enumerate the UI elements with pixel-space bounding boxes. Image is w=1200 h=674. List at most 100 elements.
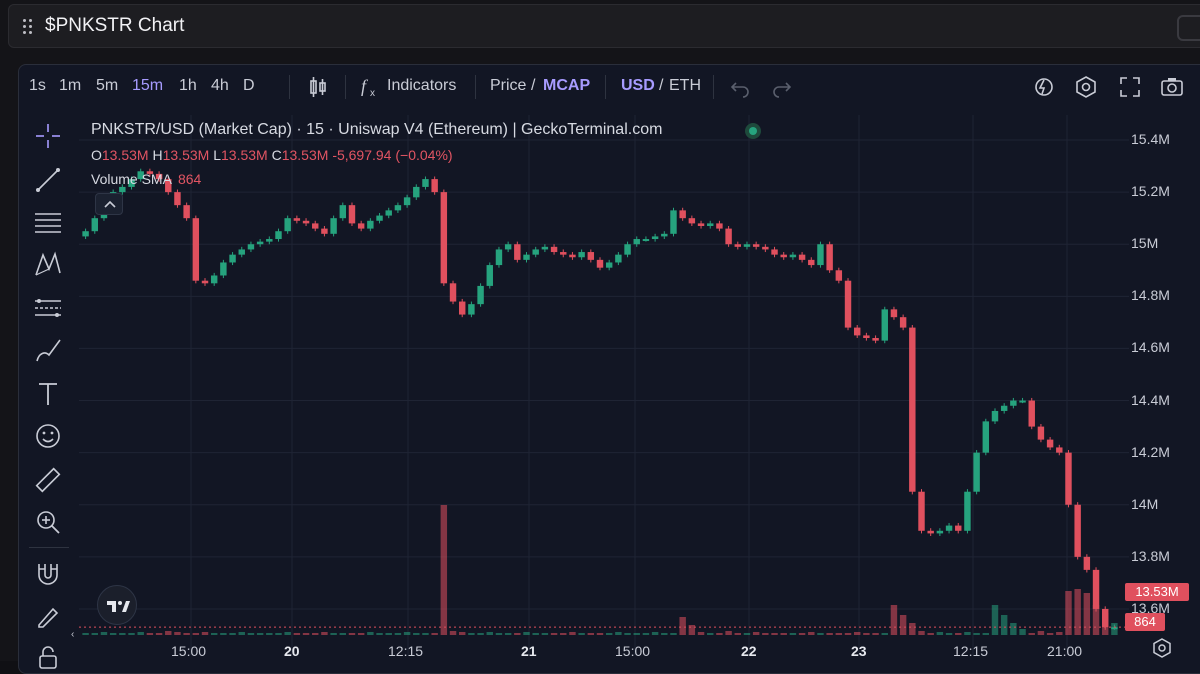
mcap-toggle[interactable]: MCAP <box>543 77 590 95</box>
candle <box>817 244 823 265</box>
volume-bar <box>156 633 162 635</box>
magnet-icon[interactable] <box>33 559 63 589</box>
volume-bar <box>882 633 888 635</box>
volume-bar <box>900 615 906 635</box>
trend-line-icon[interactable] <box>33 165 63 195</box>
candle <box>220 262 226 275</box>
volume-bar <box>257 633 263 635</box>
candle <box>193 218 199 281</box>
svg-text:x: x <box>370 88 375 99</box>
crosshair-icon[interactable] <box>33 121 63 151</box>
settings-icon[interactable] <box>1073 74 1099 100</box>
volume-bar <box>312 633 318 635</box>
candle <box>753 244 759 247</box>
undo-icon[interactable] <box>727 74 753 100</box>
volume-bar <box>845 633 851 635</box>
candle <box>386 210 392 215</box>
volume-bar <box>505 633 511 635</box>
candle <box>863 335 869 338</box>
candle <box>1047 440 1053 448</box>
axis-settings-icon[interactable] <box>1151 637 1173 659</box>
candle <box>735 244 741 247</box>
collapse-legend-button[interactable] <box>95 193 123 215</box>
candle <box>707 223 713 226</box>
candle <box>330 218 336 234</box>
candle <box>468 304 474 314</box>
price-tick-label: 14.6M <box>1131 339 1170 355</box>
zoom-in-icon[interactable] <box>33 507 63 537</box>
usd-toggle[interactable]: USD <box>621 77 655 95</box>
volume-bar <box>937 632 943 635</box>
volume-bar <box>634 633 640 635</box>
text-icon[interactable] <box>33 379 63 409</box>
candles-icon[interactable] <box>305 74 331 100</box>
fullscreen-icon[interactable] <box>1117 74 1143 100</box>
volume-bar <box>395 633 401 635</box>
candle <box>799 255 805 260</box>
camera-icon[interactable] <box>1159 74 1185 100</box>
price-chart[interactable] <box>79 115 1129 655</box>
drawing-toolbar: ‹ <box>19 117 75 674</box>
volume-bar <box>477 633 483 635</box>
interval-1m[interactable]: 1m <box>59 77 81 95</box>
low-label: L <box>213 147 221 163</box>
volume-bar <box>992 605 998 635</box>
lock-icon[interactable] <box>33 643 63 673</box>
volume-bar <box>321 632 327 635</box>
function-icon[interactable]: f x <box>357 74 383 100</box>
ruler-icon[interactable] <box>33 465 63 495</box>
volume-bar <box>284 632 290 635</box>
market-status-icon <box>745 123 761 139</box>
pattern-icon[interactable] <box>33 249 63 279</box>
candle <box>679 210 685 218</box>
interval-4h[interactable]: 4h <box>211 77 229 95</box>
brush-icon[interactable] <box>33 335 63 365</box>
candle <box>459 302 465 315</box>
interval-1h[interactable]: 1h <box>179 77 197 95</box>
interval-1s[interactable]: 1s <box>29 77 46 95</box>
time-tick-label: 12:15 <box>388 643 423 659</box>
price-toggle[interactable]: Price <box>490 77 526 95</box>
interval-15m[interactable]: 15m <box>132 77 163 95</box>
symbol-title: PNKSTR/USD (Market Cap) · 15 · Uniswap V… <box>91 121 662 139</box>
volume-bar <box>808 632 814 635</box>
volume-bar <box>165 631 171 635</box>
redo-icon[interactable] <box>769 74 795 100</box>
volume-bar <box>294 633 300 635</box>
candle <box>946 526 952 531</box>
candle <box>248 244 254 249</box>
tradingview-logo[interactable] <box>97 585 137 625</box>
candle <box>496 249 502 265</box>
candle <box>1084 557 1090 570</box>
volume-bar <box>927 633 933 635</box>
candle <box>523 255 529 260</box>
candle <box>569 255 575 258</box>
fib-icon[interactable] <box>33 293 63 323</box>
drag-handle-icon[interactable] <box>23 19 33 35</box>
alert-icon[interactable] <box>1031 74 1057 100</box>
volume-bar <box>661 633 667 635</box>
window-control-button[interactable] <box>1177 15 1200 41</box>
usd-eth-separator: / <box>659 77 663 95</box>
lock-drawings-icon[interactable] <box>33 601 63 631</box>
volume-bar <box>716 633 722 635</box>
collapse-toolbar-icon[interactable]: ‹ <box>71 629 74 640</box>
candle <box>431 179 437 192</box>
candle <box>771 249 777 254</box>
horizontal-lines-icon[interactable] <box>33 207 63 237</box>
emoji-icon[interactable] <box>33 421 63 451</box>
candle <box>312 223 318 228</box>
candle <box>670 210 676 233</box>
candle <box>239 249 245 254</box>
eth-toggle[interactable]: ETH <box>669 77 701 95</box>
indicators-button[interactable]: Indicators <box>387 77 456 95</box>
volume-bar <box>615 632 621 635</box>
candle <box>716 223 722 228</box>
volume-bar <box>1093 605 1099 635</box>
interval-5m[interactable]: 5m <box>96 77 118 95</box>
volume-bar <box>973 633 979 635</box>
interval-d[interactable]: D <box>243 77 255 95</box>
volume-bar <box>1001 615 1007 635</box>
candle <box>624 244 630 254</box>
candle <box>689 218 695 223</box>
